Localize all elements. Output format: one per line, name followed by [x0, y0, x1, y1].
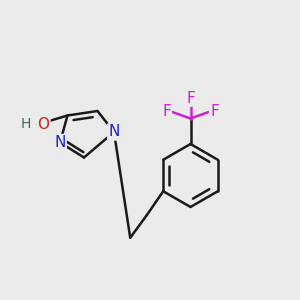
- Text: N: N: [54, 135, 66, 150]
- Text: F: F: [186, 91, 195, 106]
- Text: N: N: [108, 124, 120, 140]
- Text: O: O: [38, 117, 50, 132]
- Text: F: F: [210, 103, 219, 118]
- Text: F: F: [162, 103, 171, 118]
- Text: H: H: [20, 118, 31, 131]
